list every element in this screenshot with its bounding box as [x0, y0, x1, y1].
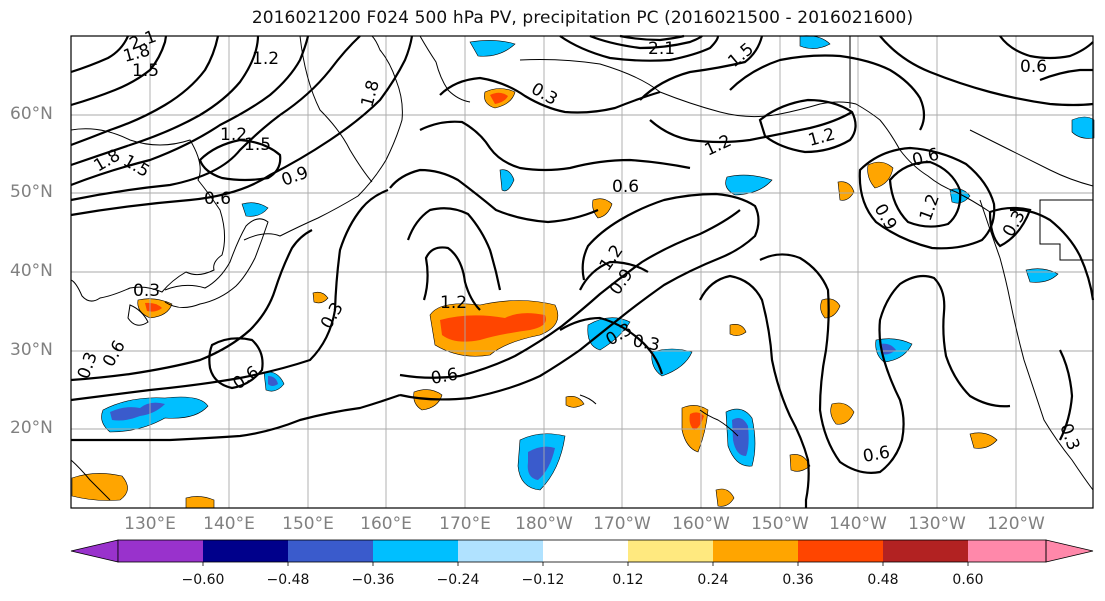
contour-label: 0.6 [861, 443, 891, 467]
lon-label: 130°W [908, 514, 966, 534]
contour-label: 0.6 [429, 365, 459, 389]
coastlines [70, 35, 1094, 501]
colorbar [70, 539, 1094, 566]
colorbar-extend-right [1045, 539, 1094, 563]
colorbar-segment [968, 540, 1046, 562]
lon-label: 180°W [515, 514, 573, 534]
colorbar-tick-label: 0.48 [867, 572, 899, 588]
colorbar-segment [118, 540, 203, 562]
colorbar-tick-label: −0.48 [266, 572, 310, 588]
colorbar-tick-label: 0.60 [952, 572, 984, 588]
precip-negative-shading [101, 35, 1095, 491]
precip-positive-shading [71, 88, 998, 509]
colorbar-segment [713, 540, 798, 562]
colorbar-segment [373, 540, 458, 562]
colorbar-segment [883, 540, 968, 562]
lon-label: 160°E [360, 514, 412, 534]
contour-label: 0.6 [612, 177, 639, 197]
contour-label: 1.5 [132, 61, 159, 81]
lat-label: 40°N [10, 261, 53, 281]
colorbar-segment [543, 540, 628, 562]
lon-label: 130°E [124, 514, 176, 534]
colorbar-segment [288, 540, 373, 562]
lon-label: 170°W [593, 514, 651, 534]
lat-label: 60°N [10, 104, 53, 124]
colorbar-segment [628, 540, 713, 562]
colorbar-segment [798, 540, 883, 562]
contour-label: 1.2 [252, 49, 279, 69]
contour-label: 0.6 [204, 189, 231, 209]
lon-label: 160°W [672, 514, 730, 534]
lat-label: 30°N [10, 340, 53, 360]
pv-contours [70, 34, 1095, 508]
colorbar-tick-label: −0.36 [351, 572, 395, 588]
lon-label: 170°E [439, 514, 491, 534]
lat-label: 50°N [10, 182, 53, 202]
contour-label: 1.2 [440, 293, 467, 313]
map-title: 2016021200 F024 500 hPa PV, precipitatio… [251, 8, 914, 28]
colorbar-segment [203, 540, 288, 562]
colorbar-extend-left [70, 539, 119, 563]
lon-label: 120°W [987, 514, 1045, 534]
contour-label: 0.6 [1020, 57, 1047, 77]
map-border [70, 35, 1094, 509]
lat-label: 20°N [10, 418, 53, 438]
lon-label: 150°W [751, 514, 809, 534]
contour-label: 1.2 [220, 125, 247, 145]
colorbar-tick-label: −0.12 [521, 572, 565, 588]
colorbar-segment [458, 540, 543, 562]
colorbar-tick-label: 0.12 [612, 572, 644, 588]
lon-label: 150°E [282, 514, 334, 534]
lon-label: 140°W [829, 514, 887, 534]
contour-label: 0.3 [631, 331, 661, 355]
contour-label: 0.3 [133, 281, 160, 301]
colorbar-tick-label: 0.24 [697, 572, 729, 588]
contour-label: 1.5 [244, 135, 271, 155]
contour-label: 2.1 [648, 39, 675, 59]
colorbar-tick-label: 0.36 [782, 572, 814, 588]
lon-label: 140°E [203, 514, 255, 534]
colorbar-tick-label: −0.60 [181, 572, 225, 588]
colorbar-tick-label: −0.24 [436, 572, 480, 588]
